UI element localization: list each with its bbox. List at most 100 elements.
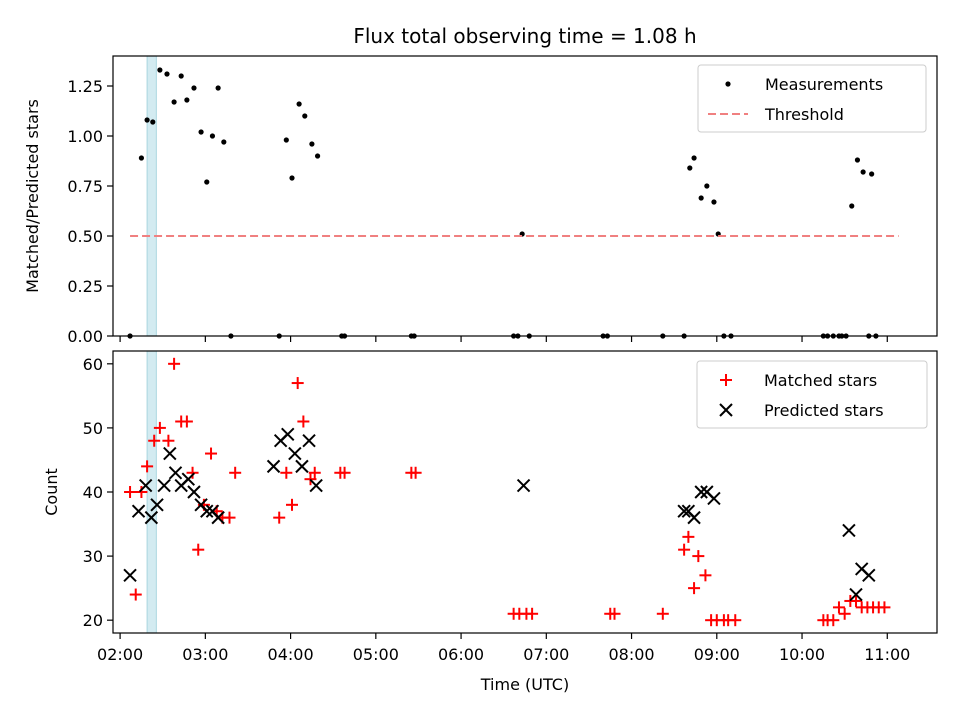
measurement-point — [849, 203, 855, 209]
predicted-star-point — [677, 504, 691, 518]
predicted-star-point — [187, 485, 201, 499]
predicted-star-point — [123, 568, 137, 583]
top-y-tick-label: 0.25 — [67, 277, 103, 296]
matched-star-point — [192, 543, 205, 556]
matched-star-point — [850, 594, 863, 607]
matched-star-point — [682, 530, 695, 543]
matched-star-point — [688, 582, 701, 595]
legend-measurement-marker — [725, 81, 731, 87]
matched-star-point — [526, 607, 539, 620]
matched-star-point — [129, 588, 142, 601]
predicted-star-point — [862, 568, 876, 583]
measurement-point — [711, 199, 717, 205]
matched-star-point — [135, 486, 148, 498]
measurement-point — [209, 133, 216, 139]
matched-star-point — [699, 569, 712, 582]
predicted-star-point — [138, 478, 153, 493]
bottom-x-tick-label: 07:00 — [523, 645, 569, 664]
top-x-ticks — [119, 336, 888, 342]
predicted-star-point — [144, 510, 159, 525]
predicted-star-point — [157, 478, 171, 493]
top-y-tick-label: 1.00 — [67, 127, 103, 146]
matched-star-point — [838, 607, 851, 620]
top-y-tick-label: 0.75 — [67, 177, 103, 196]
legend-matched-marker — [720, 374, 732, 386]
matched-star-point — [827, 614, 840, 627]
legend-threshold-label: Threshold — [764, 105, 844, 124]
legend-predicted-marker — [719, 403, 733, 417]
measurement-point — [704, 183, 710, 189]
predicted-star-point — [849, 587, 863, 602]
measurement-point — [204, 179, 210, 185]
measurement-point — [691, 155, 697, 161]
measurement-point — [309, 141, 315, 147]
measurement-point — [150, 119, 156, 125]
measurement-point — [144, 117, 150, 123]
matched-star-point — [878, 601, 891, 614]
measurement-point — [854, 157, 861, 163]
matched-star-point — [223, 511, 236, 524]
bottom-x-tick-label: 06:00 — [438, 645, 484, 664]
bottom-panel: 20 30 40 50 60 02:00 03:00 04:00 05:00 06:00 07:0… — [42, 350, 938, 694]
bottom-highlight-band-layer — [146, 351, 157, 633]
bottom-y-ticks: 20 30 40 50 60 — [83, 355, 113, 630]
bottom-x-tick-label: 09:00 — [694, 645, 740, 664]
top-panel: Flux total observing time = 1.08 h 0.000… — [23, 24, 938, 346]
predicted-star-point — [302, 434, 316, 448]
bottom-y-axis-label: Count — [42, 468, 61, 516]
matched-star-point — [729, 614, 742, 627]
top-y-tick-label: 0.50 — [67, 227, 103, 246]
matched-star-point — [180, 415, 193, 428]
top-legend: Measurements Threshold — [697, 64, 927, 133]
measurement-point — [178, 73, 184, 79]
matched-star-point — [162, 434, 175, 447]
measurement-point — [157, 67, 163, 73]
measurement-point — [215, 85, 221, 91]
predicted-star-point — [281, 427, 295, 442]
predicted-star-point — [150, 498, 164, 512]
matched-star-point — [338, 466, 351, 479]
bottom-y-tick-label: 60 — [83, 355, 103, 374]
top-y-axis-label: Matched/Predicted stars — [23, 99, 42, 293]
predicted-star-point — [168, 466, 183, 480]
matched-star-point — [409, 466, 422, 479]
top-y-ticks: 0.00 0.25 0.50 0.75 1.00 1.25 — [67, 77, 113, 346]
predicted-star-point — [163, 446, 177, 461]
measurement-point — [198, 129, 204, 135]
legend-predicted-label: Predicted stars — [764, 401, 884, 420]
measurement-point — [314, 153, 321, 159]
predicted-star-point — [266, 459, 281, 474]
predicted-star-point — [295, 459, 309, 474]
measurement-point — [296, 101, 302, 107]
bottom-x-tick-label: 05:00 — [353, 645, 399, 664]
measurement-point — [869, 171, 875, 177]
matched-star-point — [832, 601, 845, 614]
bottom-legend-box — [696, 360, 928, 429]
legend-measurements-label: Measurements — [765, 75, 883, 94]
bottom-legend: Matched stars Predicted stars — [696, 360, 928, 429]
bottom-x-tick-label: 03:00 — [182, 645, 228, 664]
bottom-x-tick-label: 02:00 — [97, 645, 143, 664]
matched-star-point — [692, 550, 705, 563]
predicted-star-point — [131, 504, 146, 518]
bottom-x-ticks: 02:00 03:00 04:00 05:00 06:00 07:00 08:00 09:00… — [97, 633, 910, 664]
bottom-y-tick-label: 40 — [83, 483, 103, 502]
top-axes-frame — [112, 55, 938, 337]
top-y-tick-label: 0.00 — [67, 327, 103, 346]
matched-star-point — [186, 466, 199, 479]
matched-star-point — [229, 466, 242, 479]
x-axis-label: Time (UTC) — [480, 675, 569, 694]
measurement-point — [860, 169, 866, 175]
bottom-x-tick-label: 10:00 — [779, 645, 825, 664]
measurement-point — [171, 99, 177, 105]
bottom-x-tick-label: 04:00 — [268, 645, 314, 664]
predicted-star-point — [842, 523, 856, 538]
measurement-point — [191, 85, 197, 91]
bottom-highlight-band — [147, 351, 157, 633]
bottom-series-layer — [123, 357, 891, 627]
predicted-star-point — [694, 485, 708, 499]
predicted-star-point — [200, 504, 214, 518]
bottom-y-tick-label: 50 — [83, 419, 103, 438]
predicted-star-point — [181, 472, 196, 486]
